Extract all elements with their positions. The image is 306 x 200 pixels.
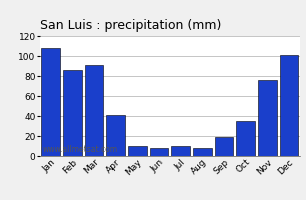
Bar [237, 121, 255, 156]
Bar [85, 65, 103, 156]
Bar [258, 80, 277, 156]
Bar [63, 70, 81, 156]
Bar [215, 137, 233, 156]
Text: www.allmetsat.com: www.allmetsat.com [42, 145, 118, 154]
Bar [193, 148, 211, 156]
Bar [128, 146, 147, 156]
Bar [150, 148, 168, 156]
Bar [171, 146, 190, 156]
Bar [280, 55, 298, 156]
Bar [41, 48, 60, 156]
Bar [106, 115, 125, 156]
Text: San Luis : precipitation (mm): San Luis : precipitation (mm) [40, 19, 221, 32]
